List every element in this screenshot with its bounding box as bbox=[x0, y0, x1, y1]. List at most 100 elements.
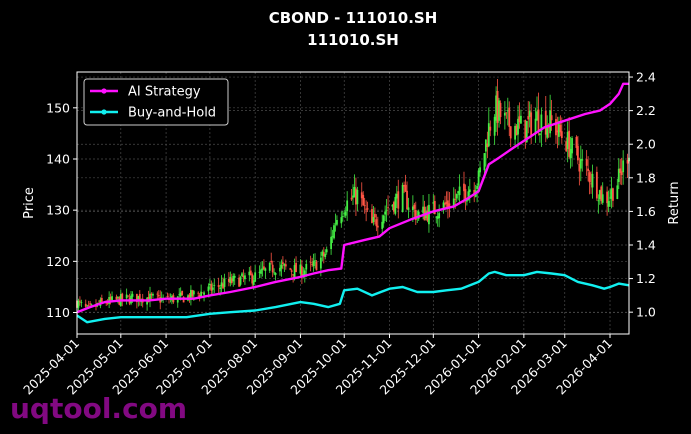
candle-body bbox=[319, 257, 322, 269]
candle-body bbox=[210, 284, 213, 291]
candle-body bbox=[260, 269, 262, 274]
candle-body bbox=[127, 295, 130, 297]
candle-body bbox=[495, 95, 498, 121]
candle-body bbox=[381, 221, 384, 229]
candle-body bbox=[138, 293, 141, 301]
candle-body bbox=[600, 186, 603, 202]
candle-body bbox=[341, 215, 344, 217]
candle-body bbox=[578, 164, 581, 172]
candle-body bbox=[131, 293, 134, 297]
candle-body bbox=[560, 131, 563, 139]
candle-body bbox=[290, 270, 293, 272]
candle-body bbox=[486, 143, 489, 148]
candle-body bbox=[137, 295, 140, 301]
candle-body bbox=[559, 124, 562, 133]
candle-body bbox=[607, 201, 610, 207]
candle-body bbox=[566, 131, 569, 150]
series-line-ai-strategy bbox=[76, 82, 629, 314]
candle-body bbox=[309, 262, 312, 264]
candle-body bbox=[489, 126, 492, 131]
candle-body bbox=[293, 265, 296, 278]
candle-body bbox=[372, 216, 375, 223]
candle-body bbox=[413, 204, 416, 209]
candle-body bbox=[428, 204, 430, 225]
candle-body bbox=[376, 225, 379, 228]
candle-body bbox=[213, 284, 216, 286]
candle-body bbox=[283, 263, 286, 266]
chart-subtitle: 111010.SH bbox=[307, 31, 399, 49]
candle-body bbox=[150, 293, 153, 296]
candle-body bbox=[80, 302, 83, 303]
candle-body bbox=[590, 183, 592, 185]
candle-body bbox=[86, 305, 89, 307]
candle-body bbox=[534, 118, 537, 135]
candle-body bbox=[406, 190, 408, 210]
candle-body bbox=[353, 187, 356, 198]
candle-body bbox=[219, 287, 222, 289]
candle-body bbox=[279, 267, 281, 272]
legend: AI Strategy Buy-and-Hold bbox=[83, 78, 229, 126]
candle-body bbox=[536, 111, 538, 121]
candle-body bbox=[241, 273, 243, 277]
candle-body bbox=[115, 296, 118, 300]
series-line-buy-and-hold bbox=[76, 270, 630, 324]
candle-body bbox=[181, 290, 184, 296]
candle-body bbox=[395, 193, 398, 199]
candle-body bbox=[242, 275, 245, 278]
candle-body bbox=[411, 206, 414, 210]
candle-body bbox=[436, 216, 439, 219]
candle-body bbox=[537, 109, 540, 133]
candle-body bbox=[477, 170, 480, 186]
candle-body bbox=[610, 188, 613, 199]
candle-body bbox=[263, 266, 265, 270]
candle-body bbox=[476, 185, 479, 190]
candle-body bbox=[230, 278, 233, 283]
y-tick-label: 150 bbox=[46, 100, 70, 115]
y2-tick-label: 1.6 bbox=[636, 204, 656, 219]
candle-body bbox=[261, 268, 264, 270]
candle-body bbox=[331, 235, 334, 237]
candle-body bbox=[211, 287, 214, 290]
candle-body bbox=[549, 110, 552, 134]
candle-body bbox=[498, 100, 500, 121]
candle-body bbox=[499, 102, 502, 118]
candle-body bbox=[432, 202, 435, 204]
strategy-lines bbox=[76, 82, 630, 324]
candle-body bbox=[463, 183, 465, 192]
candle-body bbox=[232, 275, 235, 282]
candle-body bbox=[343, 213, 346, 215]
candle-body bbox=[458, 186, 461, 196]
candle-body bbox=[517, 118, 519, 135]
candle-body bbox=[433, 200, 436, 215]
candle-body bbox=[414, 209, 417, 221]
candle-body bbox=[588, 172, 591, 183]
candle-body bbox=[258, 271, 261, 273]
y2-tick-label: 2.2 bbox=[636, 103, 656, 118]
plot-frame bbox=[76, 71, 630, 335]
candle-body bbox=[622, 160, 625, 173]
candle-body bbox=[514, 126, 516, 140]
candle-body bbox=[87, 304, 90, 306]
candle-body bbox=[619, 168, 622, 173]
candle-body bbox=[598, 190, 601, 200]
candle-body bbox=[334, 223, 337, 225]
candle-body bbox=[90, 304, 93, 306]
price-candles bbox=[76, 78, 630, 313]
candle-body bbox=[407, 207, 410, 210]
candle-body bbox=[271, 264, 274, 273]
candle-body bbox=[305, 263, 308, 270]
candle-body bbox=[520, 115, 522, 124]
candle-body bbox=[208, 283, 211, 286]
candle-body bbox=[426, 210, 429, 221]
candle-body bbox=[447, 200, 449, 207]
candle-body bbox=[539, 133, 541, 136]
candle-body bbox=[606, 191, 608, 204]
candle-body bbox=[601, 194, 604, 203]
legend-label-buy-and-hold: Buy-and-Hold bbox=[128, 106, 216, 121]
candle-body bbox=[591, 173, 594, 188]
candle-body bbox=[264, 268, 267, 271]
candle-body bbox=[384, 211, 387, 215]
watermark: uqtool.com bbox=[10, 392, 187, 425]
candle-body bbox=[382, 215, 385, 224]
candle-body bbox=[468, 189, 471, 193]
